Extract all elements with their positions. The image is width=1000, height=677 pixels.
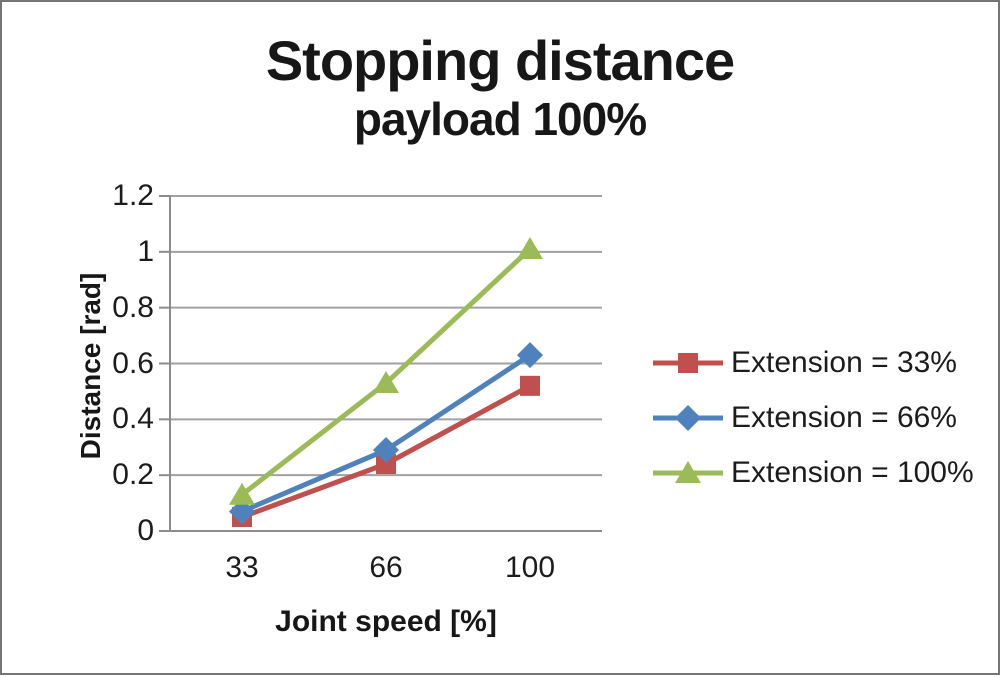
y-tick-label: 0 [137,514,154,547]
legend: Extension = 33% Extension = 66% Extension … [652,343,974,508]
legend-item: Extension = 33% [652,343,974,383]
chart-subtitle: payload 100% [353,93,647,145]
y-axis-title: Distance [rad] [75,272,106,460]
x-tick-label: 33 [225,551,259,584]
legend-label: Extension = 100% [731,456,974,489]
x-tick-label: 100 [504,551,556,584]
square-marker-icon [376,454,396,474]
legend-item: Extension = 66% [652,398,974,438]
diamond-marker-icon [229,498,255,525]
legend-item: Extension = 100% [652,453,974,493]
diamond-marker-icon [373,437,399,464]
x-tick-label: 66 [369,551,403,584]
x-axis-title: Joint speed [%] [275,605,497,638]
y-tick-label: 0.6 [112,346,154,380]
legend-label: Extension = 33% [731,346,957,379]
chart-title: Stopping distance [265,29,735,92]
diamond-marker-icon [517,342,543,369]
triangle-marker-icon [517,237,543,260]
y-tick-label: 1.2 [112,179,154,212]
legend-label: Extension = 66% [731,401,957,434]
diamond-marker-icon [675,405,701,431]
square-marker-icon [678,353,698,373]
triangle-marker-icon [675,461,701,483]
triangle-marker-icon [373,371,399,394]
square-marker-icon [520,375,540,396]
y-tick-label: 0.8 [112,290,154,324]
legend-swatch-diamond-icon [653,405,723,431]
y-tick-label: 1 [137,234,154,268]
y-tick-label: 0.4 [112,402,154,436]
triangle-marker-icon [229,482,255,505]
y-tick-label: 0.2 [112,458,154,492]
legend-swatch-square-icon [653,353,723,373]
legend-swatch-triangle-icon [653,461,723,483]
